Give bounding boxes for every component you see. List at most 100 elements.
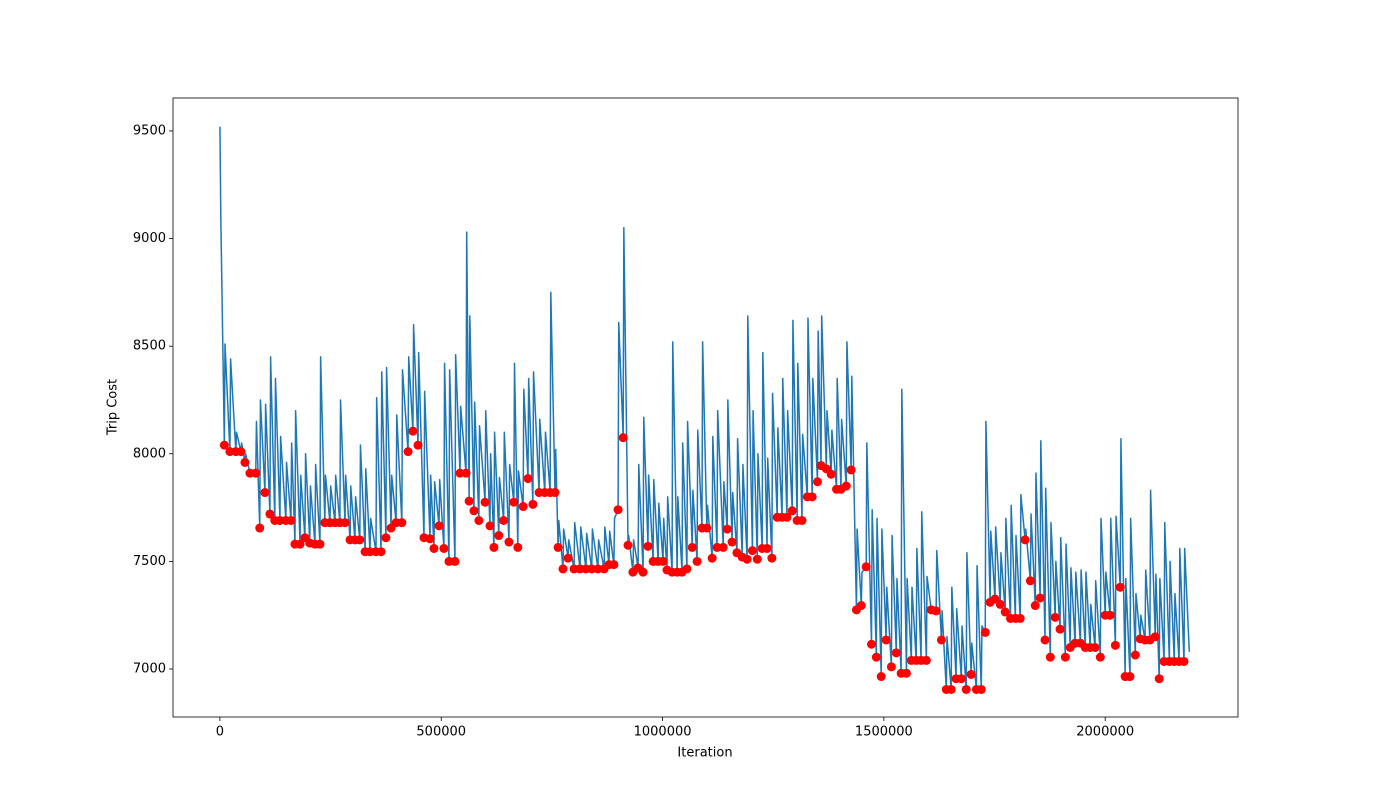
y-tick-label: 9000 [133, 231, 166, 246]
y-axis-label: Trip Cost [106, 379, 121, 436]
best-cost-point [876, 672, 886, 682]
best-cost-point [856, 601, 866, 611]
x-axis-label: Iteration [677, 746, 732, 761]
x-tick-label: 1500000 [855, 725, 913, 740]
best-cost-point [255, 523, 265, 533]
best-cost-point [980, 627, 990, 637]
best-cost-point [767, 553, 777, 563]
x-tick-label: 2000000 [1076, 725, 1134, 740]
best-cost-point [762, 543, 772, 553]
best-cost-point [995, 599, 1005, 609]
best-cost-point [236, 447, 246, 457]
best-cost-point [450, 556, 460, 566]
best-cost-point [891, 648, 901, 658]
best-cost-point [787, 506, 797, 516]
best-cost-point [687, 542, 697, 552]
best-cost-point [1000, 607, 1010, 617]
best-cost-point [797, 515, 807, 525]
best-cost-point [425, 534, 435, 544]
y-tick-label: 7500 [133, 554, 166, 569]
best-cost-point [376, 547, 386, 557]
best-cost-point [240, 457, 250, 467]
best-cost-point [480, 497, 490, 507]
best-cost-point [1025, 576, 1035, 586]
best-cost-point [1055, 624, 1065, 634]
best-cost-point [752, 554, 762, 564]
best-cost-point [861, 562, 871, 572]
best-cost-point [901, 668, 911, 678]
best-cost-point [464, 496, 474, 506]
best-cost-point [434, 521, 444, 531]
best-cost-point [413, 440, 423, 450]
best-cost-point [707, 553, 717, 563]
trip-cost-line [219, 126, 1191, 691]
plot-frame [172, 97, 1239, 718]
best-cost-point [550, 488, 560, 498]
x-tick-label: 0 [216, 725, 224, 740]
best-cost-point [518, 502, 528, 512]
best-cost-point [712, 542, 722, 552]
best-cost-point [692, 556, 702, 566]
best-cost-point [966, 669, 976, 679]
best-cost-point [782, 512, 792, 522]
best-cost-point [1154, 674, 1164, 684]
best-cost-point [718, 542, 728, 552]
y-tick-label: 8500 [133, 339, 166, 354]
best-cost-point [1110, 640, 1120, 650]
best-cost-point [1130, 650, 1140, 660]
best-cost-point [1020, 535, 1030, 545]
best-cost-point [461, 468, 471, 478]
best-cost-point [251, 468, 261, 478]
best-cost-point [886, 662, 896, 672]
best-cost-point [489, 542, 499, 552]
best-cost-point [1050, 612, 1060, 622]
best-cost-point [553, 542, 563, 552]
best-cost-point [1125, 672, 1135, 682]
best-cost-point [866, 639, 876, 649]
best-cost-point [513, 542, 523, 552]
best-cost-point [397, 518, 407, 528]
best-cost-point [563, 553, 573, 563]
best-cost-point [722, 524, 732, 534]
best-cost-point [841, 481, 851, 491]
best-cost-point [1015, 613, 1025, 623]
best-cost-point [643, 541, 653, 551]
best-cost-point [381, 533, 391, 543]
best-cost-point [355, 535, 365, 545]
best-cost-point [727, 537, 737, 547]
best-cost-point [509, 497, 519, 507]
best-cost-point [1035, 593, 1045, 603]
best-cost-point [742, 554, 752, 564]
x-tick-label: 1000000 [634, 725, 692, 740]
best-cost-point [265, 509, 275, 519]
best-cost-point [1090, 642, 1100, 652]
y-tick-label: 8000 [133, 446, 166, 461]
best-cost-point [871, 652, 881, 662]
y-tick-label: 7000 [133, 662, 166, 677]
best-cost-point [439, 543, 449, 553]
best-cost-point [807, 492, 817, 502]
best-cost-point [528, 499, 538, 509]
best-cost-point [921, 655, 931, 665]
best-cost-point [881, 635, 891, 645]
best-cost-point [469, 506, 479, 516]
best-cost-point [658, 556, 668, 566]
best-cost-point [1060, 652, 1070, 662]
best-cost-point [931, 606, 941, 616]
best-cost-point [408, 426, 418, 436]
best-cost-point [504, 537, 514, 547]
best-cost-point [609, 560, 619, 570]
best-cost-point [593, 564, 603, 574]
best-cost-point [747, 546, 757, 556]
best-cost-point [558, 564, 568, 574]
best-cost-point [976, 684, 986, 694]
best-cost-point [286, 515, 296, 525]
best-cost-point [936, 635, 946, 645]
best-cost-point [702, 523, 712, 533]
best-cost-point [682, 564, 692, 574]
best-cost-point [1045, 652, 1055, 662]
best-cost-point [638, 567, 648, 577]
best-cost-point [340, 518, 350, 528]
